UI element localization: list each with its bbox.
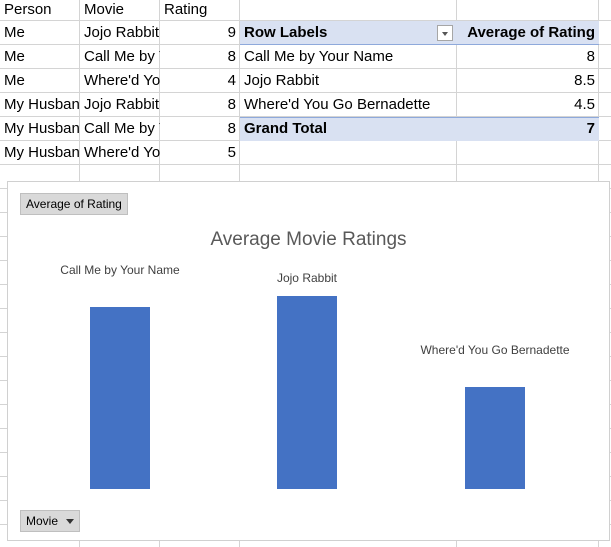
header-person[interactable]: Person: [4, 1, 52, 18]
header-movie[interactable]: Movie: [84, 1, 125, 18]
table-cell-person[interactable]: My Husband: [4, 144, 80, 161]
table-cell-person[interactable]: Me: [4, 48, 25, 65]
bar[interactable]: [465, 386, 525, 489]
pivot-row-value[interactable]: 8: [586, 48, 595, 65]
chart-title[interactable]: Average Movie Ratings: [210, 229, 407, 250]
table-cell-rating[interactable]: 4: [227, 72, 236, 89]
pivot-row-label[interactable]: Where'd You Go Bernadette: [244, 96, 431, 113]
table-cell-rating[interactable]: 8: [227, 120, 236, 137]
pivot-row-value[interactable]: 8.5: [574, 72, 595, 89]
pivot-header-band: [240, 21, 599, 45]
chevron-down-icon[interactable]: [66, 519, 75, 525]
bar-data-label[interactable]: Call Me by Your Name: [60, 263, 180, 278]
table-cell-movie[interactable]: Jojo Rabbit: [84, 96, 160, 113]
axis-field-label: Movie: [26, 514, 59, 528]
table-cell-movie[interactable]: Where'd You Go Bernadette: [84, 144, 160, 161]
table-cell-rating[interactable]: 8: [227, 48, 236, 65]
table-cell-rating[interactable]: 5: [227, 144, 236, 161]
table-cell-movie[interactable]: Call Me by Your Name: [84, 120, 160, 137]
table-cell-movie[interactable]: Jojo Rabbit: [84, 24, 160, 41]
bar[interactable]: [277, 296, 337, 489]
table-cell-person[interactable]: Me: [4, 72, 25, 89]
pivot-grand-total-band: [240, 117, 599, 141]
table-cell-person[interactable]: My Husband: [4, 120, 80, 137]
table-cell-rating[interactable]: 8: [227, 96, 236, 113]
table-cell-rating[interactable]: 9: [227, 24, 236, 41]
pivot-grand-total-label[interactable]: Grand Total: [244, 120, 328, 137]
bar-data-label[interactable]: Where'd You Go Bernadette: [420, 342, 570, 357]
table-cell-movie[interactable]: Where'd You Go Bernadette: [84, 72, 160, 89]
pivot-row-label[interactable]: Jojo Rabbit: [244, 72, 320, 89]
pivot-chart[interactable]: Average of Rating Average Movie Ratings …: [7, 181, 610, 541]
pivot-row-value[interactable]: 4.5: [574, 96, 595, 113]
axis-field-button[interactable]: Movie: [20, 510, 81, 532]
table-cell-person[interactable]: My Husband: [4, 96, 80, 113]
header-rating[interactable]: Rating: [164, 1, 208, 18]
pivot-row-label[interactable]: Call Me by Your Name: [244, 48, 394, 65]
bar[interactable]: [90, 307, 150, 489]
value-field-button[interactable]: Average of Rating: [20, 193, 128, 215]
row-labels-filter-dropdown-icon[interactable]: [437, 25, 453, 41]
table-cell-person[interactable]: Me: [4, 24, 25, 41]
pivot-row-labels-header[interactable]: Row Labels: [244, 24, 328, 41]
table-cell-movie[interactable]: Call Me by Your Name: [84, 48, 160, 65]
pivot-grand-total-value[interactable]: 7: [586, 120, 595, 137]
pivot-value-header[interactable]: Average of Rating: [467, 24, 595, 41]
bar-data-label[interactable]: Jojo Rabbit: [276, 271, 338, 286]
